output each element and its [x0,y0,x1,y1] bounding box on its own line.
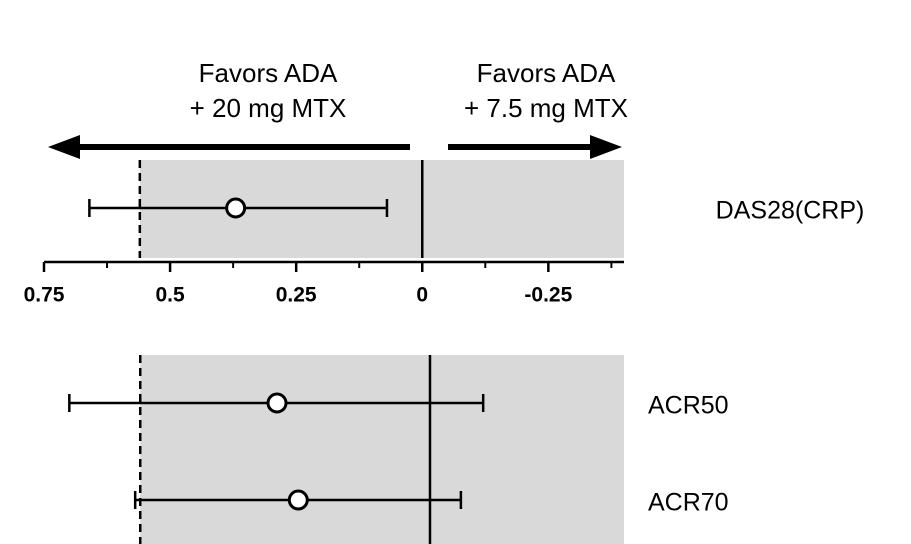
point-estimate [266,392,288,414]
annotation: Favors ADA [477,58,616,88]
x-tick-label: 0.5 [155,284,185,307]
left-arrow-head [48,135,80,159]
x-tick-label: 0 [416,284,428,307]
x-tick-label: 0.75 [24,284,65,307]
category-label: ACR50 [648,392,729,420]
annotation: Favors ADA [199,58,338,88]
direction-arrows [48,135,622,159]
x-tick-label: -0.25 [524,284,572,307]
right-arrow-head [590,135,622,159]
point-estimate [287,489,309,511]
annotation: + 7.5 mg MTX [464,93,628,123]
annotation: + 20 mg MTX [190,93,347,123]
point-estimate [225,197,247,219]
x-tick-label: 0.25 [276,284,317,307]
shaded-region [140,355,624,544]
category-label: DAS28(CRP) [716,197,865,225]
category-label: ACR70 [648,489,729,517]
